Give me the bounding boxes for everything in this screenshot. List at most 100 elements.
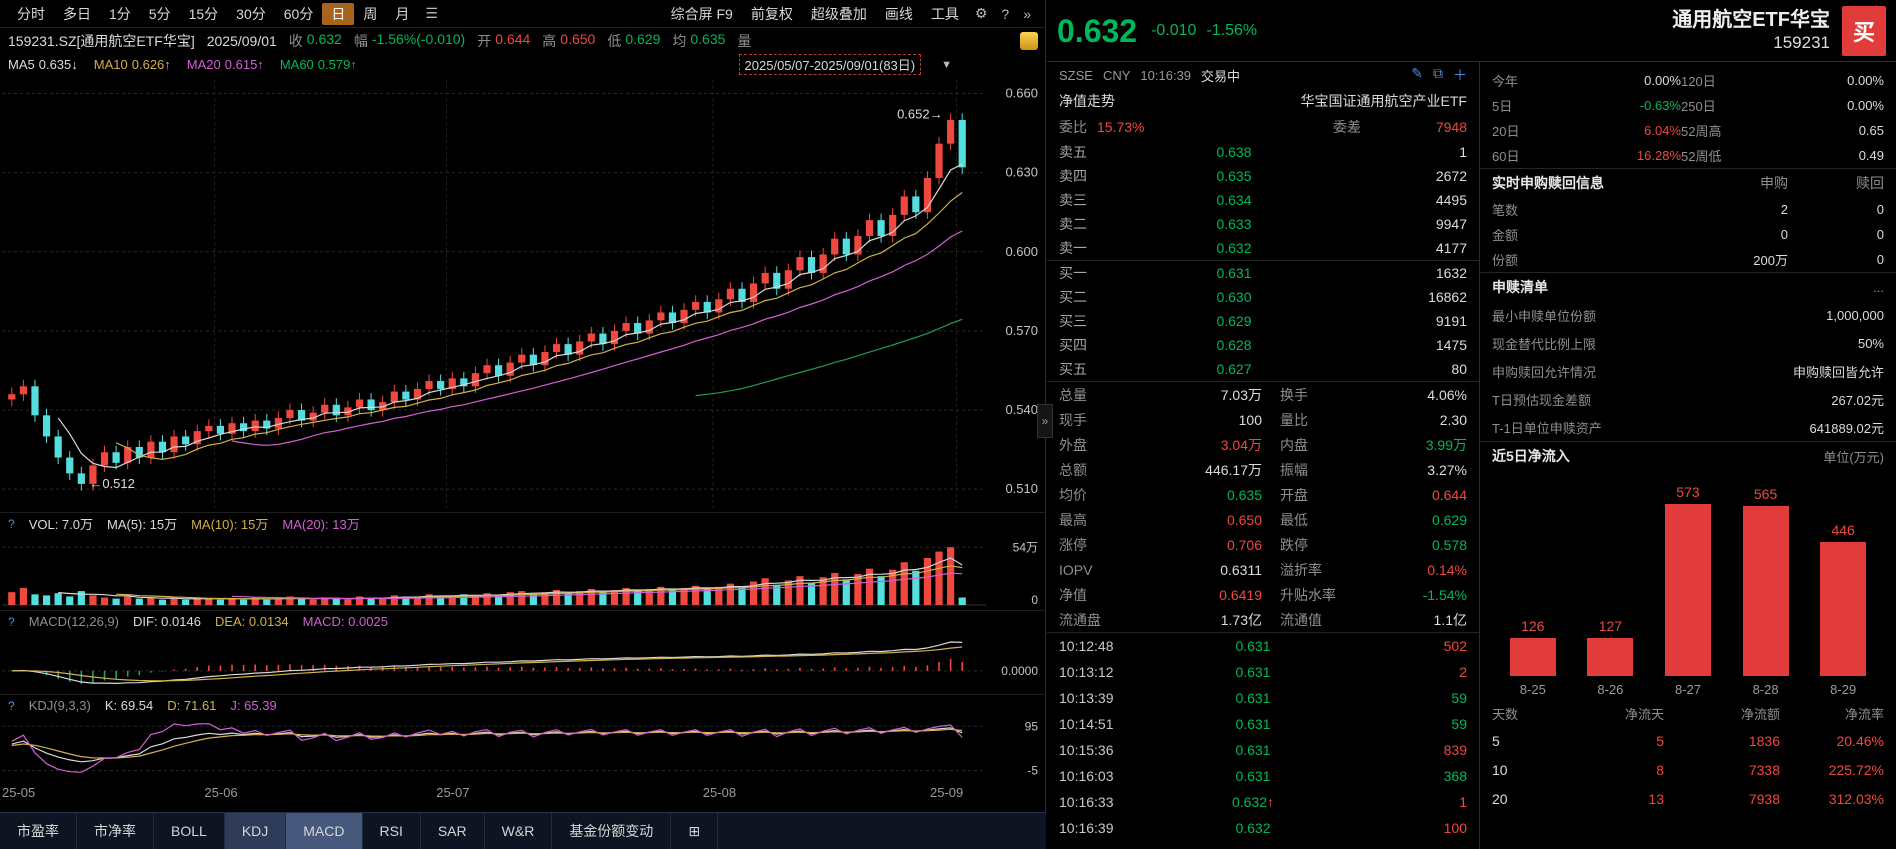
ask-level-row[interactable]: 卖三 0.634 4495 <box>1047 188 1479 212</box>
time-axis-label: 25-06 <box>204 785 238 800</box>
flow-bar-date: 8-28 <box>1752 682 1779 697</box>
period-toolbar: 分时 多日 1分 5分 15分 30分 60分日周月 ☰ 综合屏 F9 前复权 超级叠加 画线 工具 ⚙?… <box>0 0 1046 28</box>
ask-level-row[interactable]: 卖四 0.635 2672 <box>1047 164 1479 188</box>
macd-value: MACD: 0.0025 <box>302 614 388 629</box>
field-label: 收 <box>288 32 303 49</box>
buy-button[interactable]: 买 <box>1842 5 1886 56</box>
macd-chart[interactable]: 0.0000 <box>0 632 1046 694</box>
tick-row[interactable]: 10:16:03 0.631 368 <box>1047 763 1479 789</box>
tab-基金份额变动[interactable]: 基金份额变动 <box>552 813 672 849</box>
period-15分[interactable]: 15分 <box>188 5 219 22</box>
toolbar-badge-icon[interactable] <box>1020 31 1038 50</box>
period-多日[interactable]: 多日 <box>63 5 91 22</box>
collapse-panel-handle[interactable]: » <box>1037 404 1053 438</box>
period-日[interactable]: 日 <box>322 2 355 25</box>
more-link[interactable]: ... <box>1873 279 1884 295</box>
stat-label: 总额 <box>1059 461 1087 478</box>
tick-row[interactable]: 10:13:12 0.631 2 <box>1047 659 1479 685</box>
currency-label: CNY <box>1102 67 1131 83</box>
svg-text:0.660: 0.660 <box>1005 86 1038 101</box>
tools-button[interactable]: 工具 <box>930 5 959 22</box>
period-5分[interactable]: 5分 <box>148 5 171 22</box>
period-月[interactable]: 月 <box>395 5 410 22</box>
redeem-list-row: 现金替代比例上限 50% <box>1480 329 1896 357</box>
tick-row[interactable]: 10:12:48 0.631 502 <box>1047 633 1479 659</box>
date-range-selector[interactable]: 2025/05/07-2025/09/01(83日) <box>738 54 922 75</box>
tab-KDJ[interactable]: KDJ <box>224 813 287 849</box>
add-icon[interactable]: ＋ <box>1453 67 1467 83</box>
super-overlay-button[interactable]: 超级叠加 <box>810 5 867 22</box>
gear-icon[interactable]: ⚙ <box>974 5 988 21</box>
period-30分[interactable]: 30分 <box>236 5 266 22</box>
flow-bar-value: 573 <box>1676 484 1700 500</box>
tab-MACD[interactable]: MACD <box>286 813 363 849</box>
trading-status: 交易中 <box>1201 68 1241 84</box>
tick-row[interactable]: 10:14:51 0.631 59 <box>1047 711 1479 737</box>
svg-text:95: 95 <box>1025 719 1039 733</box>
tab-BOLL[interactable]: BOLL <box>154 813 225 849</box>
flow-table-cell: 1836 <box>1748 732 1780 749</box>
tick-time: 10:15:36 <box>1059 742 1114 758</box>
ask-level-row[interactable]: 卖一 0.632 4177 <box>1047 236 1479 260</box>
nav-trend-link[interactable]: 净值走势 <box>1059 93 1115 109</box>
overflow-icon[interactable]: » <box>1023 5 1031 22</box>
stat-row: 总量 7.03万 换手 4.06% <box>1047 382 1479 407</box>
help-icon[interactable]: ? <box>1001 5 1010 22</box>
bid-level-row[interactable]: 买二 0.630 16862 <box>1047 285 1479 309</box>
tab-SAR[interactable]: SAR <box>421 813 485 849</box>
tick-qty: 502 <box>1443 638 1467 654</box>
composite-screen-button[interactable]: 综合屏 F9 <box>670 5 733 22</box>
ask-level-row[interactable]: 卖五 0.638 1 <box>1047 140 1479 164</box>
rt-title: 实时申购赎回信息 <box>1492 175 1604 191</box>
stat-row: 流通盘 1.73亿 流通值 1.1亿 <box>1047 607 1479 632</box>
tick-row[interactable]: 10:16:39 0.632 100 <box>1047 815 1479 841</box>
kdj-chart[interactable]: 95 -5 <box>0 716 1046 780</box>
add-indicator-tab[interactable]: ⊞ <box>671 813 719 849</box>
bid-level-row[interactable]: 买三 0.629 9191 <box>1047 309 1479 333</box>
candlestick-chart[interactable]: 0.660 0.630 0.600 0.570 0.540 0.510 0.652→ ←0.5… <box>0 76 1046 512</box>
help-icon[interactable]: ? <box>8 516 15 531</box>
help-icon[interactable]: ? <box>8 698 15 713</box>
period-1分[interactable]: 1分 <box>109 5 131 22</box>
help-icon[interactable]: ? <box>8 614 15 629</box>
redeem-item-value: 50% <box>1857 335 1884 351</box>
ma-value: 0.635↓ <box>38 57 78 72</box>
tick-qty: 368 <box>1443 768 1467 784</box>
redeem-list-row: 申购赎回允许情况 申购赎回皆允许 <box>1480 357 1896 385</box>
field-label: 均 <box>672 32 687 49</box>
tab-W&R[interactable]: W&R <box>485 813 553 849</box>
bid-level-row[interactable]: 买一 0.631 1632 <box>1047 261 1479 285</box>
redeem-list-row: T日预估现金差额 267.02元 <box>1480 385 1896 413</box>
draw-line-button[interactable]: 画线 <box>884 5 913 22</box>
more-periods-icon[interactable]: ☰ <box>425 5 438 21</box>
tick-row[interactable]: 10:13:39 0.631 59 <box>1047 685 1479 711</box>
forward-adjust-button[interactable]: 前复权 <box>750 5 793 22</box>
macd-dif: DIF: 0.0146 <box>133 614 201 629</box>
level-label: 买二 <box>1059 289 1087 305</box>
chart-column: 分时 多日 1分 5分 15分 30分 60分日周月 ☰ 综合屏 F9 前复权 超级叠加 画线 工具 ⚙?… <box>0 0 1046 849</box>
period-60分[interactable]: 60分 <box>283 5 314 22</box>
bid-level-row[interactable]: 买五 0.627 80 <box>1047 357 1479 381</box>
flow-bar-column: 565 8-28 <box>1742 486 1789 700</box>
stat-label: 最低 <box>1280 511 1308 528</box>
ma-item: MA20 0.615↑ <box>187 57 264 72</box>
tab-市净率[interactable]: 市净率 <box>77 813 154 849</box>
stat-row: IOPV 0.6311 溢折率 0.14% <box>1047 557 1479 582</box>
tab-RSI[interactable]: RSI <box>363 813 421 849</box>
tab-市盈率[interactable]: 市盈率 <box>0 813 77 849</box>
flow-table-header-cell: 天数 <box>1492 706 1519 722</box>
chevron-down-icon[interactable]: ▼ <box>941 58 952 71</box>
tick-row[interactable]: 10:15:36 0.631 839 <box>1047 737 1479 763</box>
ask-level-row[interactable]: 卖二 0.633 9947 <box>1047 212 1479 236</box>
volume-chart[interactable]: 54万 0 <box>0 534 1046 610</box>
ma-label: MA10 <box>93 57 128 72</box>
stat-value: 0.6419 <box>1219 586 1262 603</box>
perf-row: 今年 0.00% 120日 0.00% <box>1480 68 1896 93</box>
tick-row[interactable]: 10:16:33 0.632↑ 1 <box>1047 789 1479 815</box>
copy-icon[interactable]: ⧉ <box>1433 65 1443 81</box>
tick-price: 0.631 <box>1235 716 1271 732</box>
bid-level-row[interactable]: 买四 0.628 1475 <box>1047 333 1479 357</box>
edit-icon[interactable]: ✎ <box>1411 65 1423 81</box>
period-周[interactable]: 周 <box>363 5 378 22</box>
period-分时[interactable]: 分时 <box>17 5 45 22</box>
